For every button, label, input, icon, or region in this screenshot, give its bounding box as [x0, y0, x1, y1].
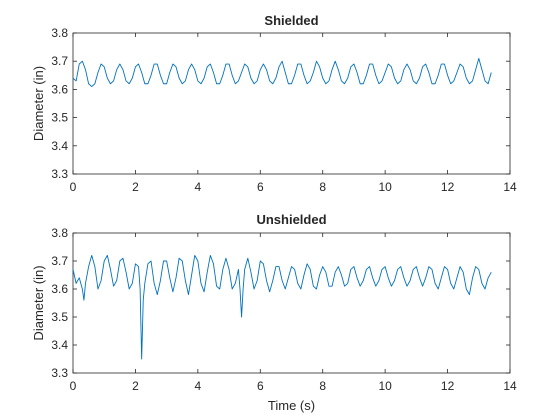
shielded-y-tick-label: 3.6 — [51, 82, 68, 96]
unshielded-x-tick-label: 10 — [378, 379, 392, 393]
unshielded-x-tick-label: 6 — [257, 379, 264, 393]
shielded-y-tick-label: 3.5 — [51, 111, 68, 125]
shielded-x-tick-label: 0 — [70, 180, 77, 194]
unshielded-x-tick-label: 8 — [319, 379, 326, 393]
unshielded-y-tick-label: 3.5 — [51, 310, 68, 324]
shielded-x-tick-label: 10 — [378, 180, 392, 194]
shielded-y-tick-label: 3.8 — [51, 26, 68, 40]
unshielded-x-tick-label: 12 — [441, 379, 455, 393]
shielded-y-tick-label: 3.3 — [51, 167, 68, 181]
unshielded-x-axis-label: Time (s) — [268, 398, 315, 413]
unshielded-x-tick-label: 2 — [132, 379, 139, 393]
unshielded-y-tick-label: 3.4 — [51, 338, 68, 352]
shielded-y-tick-label: 3.7 — [51, 54, 68, 68]
shielded-axes: Shielded Diameter (in) 0 2 4 6 8 10 12 14 3.3 3.… — [31, 13, 517, 194]
unshielded-x-tick-label: 14 — [503, 379, 517, 393]
unshielded-title: Unshielded — [256, 212, 326, 227]
unshielded-y-tick-label: 3.3 — [51, 366, 68, 380]
unshielded-x-tick-label: 4 — [195, 379, 202, 393]
unshielded-y-axis-label: Diameter (in) — [31, 265, 46, 340]
unshielded-y-tick-label: 3.7 — [51, 254, 68, 268]
unshielded-y-tick-label: 3.8 — [51, 226, 68, 240]
shielded-x-tick-label: 14 — [503, 180, 517, 194]
shielded-x-tick-label: 2 — [132, 180, 139, 194]
shielded-x-tick-label: 8 — [319, 180, 326, 194]
shielded-x-tick-label: 4 — [195, 180, 202, 194]
unshielded-plot-area — [73, 233, 510, 373]
shielded-x-tick-label: 12 — [441, 180, 455, 194]
shielded-plot-area — [73, 33, 510, 174]
shielded-x-tick-label: 6 — [257, 180, 264, 194]
shielded-y-axis-label: Diameter (in) — [31, 66, 46, 141]
shielded-title: Shielded — [264, 13, 318, 28]
shielded-y-tick-label: 3.4 — [51, 139, 68, 153]
unshielded-x-tick-label: 0 — [70, 379, 77, 393]
unshielded-y-tick-label: 3.6 — [51, 282, 68, 296]
